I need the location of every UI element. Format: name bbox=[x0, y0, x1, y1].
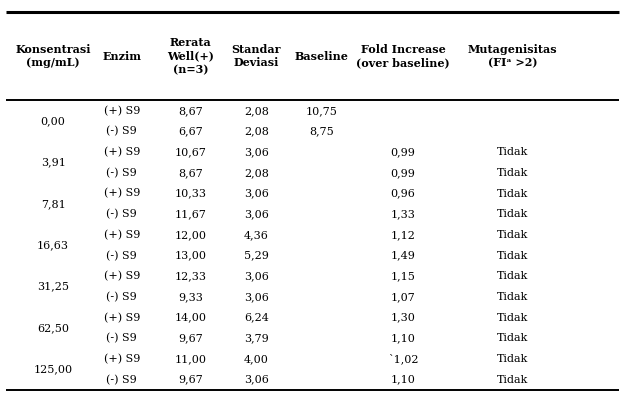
Text: 2,08: 2,08 bbox=[244, 168, 269, 178]
Text: (+) S9: (+) S9 bbox=[104, 188, 140, 199]
Text: 11,67: 11,67 bbox=[175, 209, 206, 219]
Text: Tidak: Tidak bbox=[497, 292, 528, 302]
Text: 8,67: 8,67 bbox=[178, 168, 203, 178]
Text: 1,49: 1,49 bbox=[391, 251, 416, 260]
Text: 0,99: 0,99 bbox=[391, 168, 416, 178]
Text: 6,67: 6,67 bbox=[178, 126, 203, 136]
Text: 2,08: 2,08 bbox=[244, 106, 269, 116]
Text: 125,00: 125,00 bbox=[34, 364, 72, 374]
Text: Tidak: Tidak bbox=[497, 333, 528, 343]
Text: Tidak: Tidak bbox=[497, 230, 528, 240]
Text: 3,06: 3,06 bbox=[244, 147, 269, 157]
Text: 1,15: 1,15 bbox=[391, 271, 416, 281]
Text: (-) S9: (-) S9 bbox=[106, 209, 138, 219]
Text: Tidak: Tidak bbox=[497, 209, 528, 219]
Text: 14,00: 14,00 bbox=[174, 313, 207, 323]
Text: Tidak: Tidak bbox=[497, 313, 528, 323]
Text: (+) S9: (+) S9 bbox=[104, 312, 140, 323]
Text: (-) S9: (-) S9 bbox=[106, 333, 138, 344]
Text: (+) S9: (+) S9 bbox=[104, 354, 140, 364]
Text: 12,00: 12,00 bbox=[174, 230, 207, 240]
Text: Tidak: Tidak bbox=[497, 354, 528, 364]
Text: 1,30: 1,30 bbox=[391, 313, 416, 323]
Text: 12,33: 12,33 bbox=[174, 271, 207, 281]
Text: (-) S9: (-) S9 bbox=[106, 168, 138, 178]
Text: 31,25: 31,25 bbox=[37, 282, 69, 292]
Text: 11,00: 11,00 bbox=[174, 354, 207, 364]
Text: 3,91: 3,91 bbox=[41, 158, 66, 167]
Text: 8,67: 8,67 bbox=[178, 106, 203, 116]
Text: `1,02: `1,02 bbox=[388, 354, 418, 364]
Text: 9,67: 9,67 bbox=[178, 333, 203, 343]
Text: 16,63: 16,63 bbox=[37, 240, 69, 250]
Text: 1,10: 1,10 bbox=[391, 375, 416, 385]
Text: Tidak: Tidak bbox=[497, 251, 528, 260]
Text: 3,06: 3,06 bbox=[244, 292, 269, 302]
Text: (-) S9: (-) S9 bbox=[106, 375, 138, 385]
Text: 3,06: 3,06 bbox=[244, 271, 269, 281]
Text: (+) S9: (+) S9 bbox=[104, 271, 140, 281]
Text: 1,33: 1,33 bbox=[391, 209, 416, 219]
Text: 10,75: 10,75 bbox=[306, 106, 338, 116]
Text: 3,06: 3,06 bbox=[244, 375, 269, 385]
Text: 6,24: 6,24 bbox=[244, 313, 269, 323]
Text: 62,50: 62,50 bbox=[37, 323, 69, 333]
Text: 10,67: 10,67 bbox=[175, 147, 206, 157]
Text: Mutagenisitas
(FIᵃ >2): Mutagenisitas (FIᵃ >2) bbox=[468, 44, 558, 69]
Text: 9,67: 9,67 bbox=[178, 375, 203, 385]
Text: 5,29: 5,29 bbox=[244, 251, 269, 260]
Text: Fold Increase
(over baseline): Fold Increase (over baseline) bbox=[356, 44, 450, 69]
Text: Konsentrasi
(mg/mL): Konsentrasi (mg/mL) bbox=[16, 44, 91, 69]
Text: Tidak: Tidak bbox=[497, 271, 528, 281]
Text: Tidak: Tidak bbox=[497, 189, 528, 199]
Text: 0,96: 0,96 bbox=[391, 189, 416, 199]
Text: 1,12: 1,12 bbox=[391, 230, 416, 240]
Text: 2,08: 2,08 bbox=[244, 126, 269, 136]
Text: Rerata
Well(+)
(n=3): Rerata Well(+) (n=3) bbox=[168, 37, 214, 75]
Text: Tidak: Tidak bbox=[497, 375, 528, 385]
Text: 1,07: 1,07 bbox=[391, 292, 416, 302]
Text: (-) S9: (-) S9 bbox=[106, 292, 138, 302]
Text: 9,33: 9,33 bbox=[178, 292, 203, 302]
Text: 1,10: 1,10 bbox=[391, 333, 416, 343]
Text: (-) S9: (-) S9 bbox=[106, 126, 138, 137]
Text: 0,00: 0,00 bbox=[41, 116, 66, 126]
Text: 7,81: 7,81 bbox=[41, 199, 66, 209]
Text: 3,06: 3,06 bbox=[244, 209, 269, 219]
Text: 13,00: 13,00 bbox=[174, 251, 207, 260]
Text: Baseline: Baseline bbox=[295, 51, 349, 61]
Text: Tidak: Tidak bbox=[497, 168, 528, 178]
Text: 3,06: 3,06 bbox=[244, 189, 269, 199]
Text: 4,00: 4,00 bbox=[244, 354, 269, 364]
Text: 4,36: 4,36 bbox=[244, 230, 269, 240]
Text: Standar
Deviasi: Standar Deviasi bbox=[231, 44, 281, 69]
Text: 3,79: 3,79 bbox=[244, 333, 269, 343]
Text: 8,75: 8,75 bbox=[309, 126, 334, 136]
Text: (-) S9: (-) S9 bbox=[106, 251, 138, 261]
Text: 0,99: 0,99 bbox=[391, 147, 416, 157]
Text: (+) S9: (+) S9 bbox=[104, 147, 140, 157]
Text: 10,33: 10,33 bbox=[174, 189, 207, 199]
Text: Enzim: Enzim bbox=[102, 51, 141, 61]
Text: (+) S9: (+) S9 bbox=[104, 106, 140, 116]
Text: Tidak: Tidak bbox=[497, 147, 528, 157]
Text: (+) S9: (+) S9 bbox=[104, 230, 140, 240]
